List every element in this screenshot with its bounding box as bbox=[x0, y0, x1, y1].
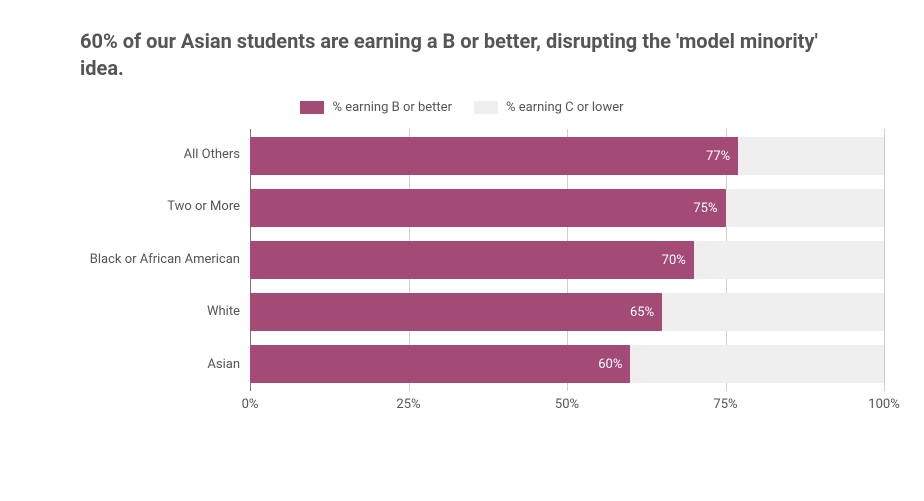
y-label: Two or More bbox=[50, 183, 240, 233]
bar-segment-primary: 65% bbox=[250, 293, 662, 331]
chart-legend: % earning B or better % earning C or low… bbox=[40, 100, 884, 115]
legend-item-c-or-lower: % earning C or lower bbox=[474, 100, 624, 115]
legend-label: % earning C or lower bbox=[506, 100, 624, 115]
legend-swatch-primary bbox=[300, 101, 324, 114]
y-label: White bbox=[50, 287, 240, 337]
bar-value-label: 77% bbox=[706, 149, 730, 164]
bar-segment-primary: 75% bbox=[250, 189, 726, 227]
bar-value-label: 75% bbox=[693, 201, 717, 216]
chart-container: 60% of our Asian students are earning a … bbox=[0, 0, 924, 501]
bar-row: 70% bbox=[250, 241, 884, 279]
gridline bbox=[884, 129, 885, 391]
bar-value-label: 65% bbox=[630, 305, 654, 320]
y-label: Black or African American bbox=[50, 235, 240, 285]
x-tick-label: 50% bbox=[555, 397, 579, 412]
bar-row: 60% bbox=[250, 345, 884, 383]
bar-segment-secondary bbox=[738, 137, 884, 175]
bar-value-label: 60% bbox=[598, 357, 622, 372]
chart-title: 60% of our Asian students are earning a … bbox=[80, 28, 840, 82]
legend-label: % earning B or better bbox=[332, 100, 452, 115]
x-tick-label: 0% bbox=[242, 397, 259, 412]
bar-row: 75% bbox=[250, 189, 884, 227]
bar-segment-secondary bbox=[630, 345, 884, 383]
x-tick-label: 25% bbox=[396, 397, 420, 412]
legend-swatch-secondary bbox=[474, 101, 498, 114]
x-tick-label: 100% bbox=[868, 397, 899, 412]
bar-segment-primary: 77% bbox=[250, 137, 738, 175]
bar-segment-primary: 60% bbox=[250, 345, 630, 383]
bar-row: 77% bbox=[250, 137, 884, 175]
y-label: Asian bbox=[50, 340, 240, 390]
x-tick-label: 75% bbox=[713, 397, 737, 412]
bar-segment-secondary bbox=[726, 189, 885, 227]
y-label: All Others bbox=[50, 130, 240, 180]
bars: 77% 75% 70% 65% 60% bbox=[250, 129, 884, 391]
bar-value-label: 70% bbox=[662, 253, 686, 268]
bar-segment-secondary bbox=[694, 241, 884, 279]
bars-zone: 77% 75% 70% 65% 60% bbox=[250, 129, 884, 391]
bar-row: 65% bbox=[250, 293, 884, 331]
plot-area: All Others Two or More Black or African … bbox=[50, 129, 884, 391]
bar-segment-primary: 70% bbox=[250, 241, 694, 279]
bar-segment-secondary bbox=[662, 293, 884, 331]
legend-item-b-or-better: % earning B or better bbox=[300, 100, 452, 115]
y-axis-labels: All Others Two or More Black or African … bbox=[50, 129, 250, 391]
